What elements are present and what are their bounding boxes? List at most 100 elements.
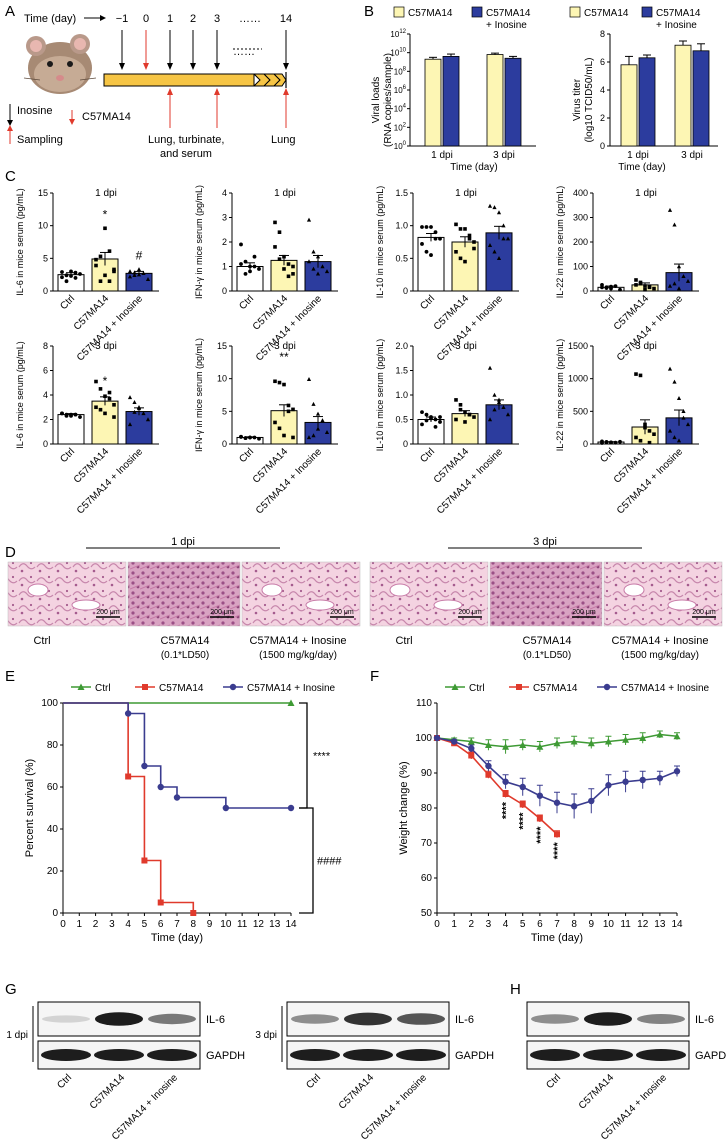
x-tick-label: Ctrl — [58, 446, 77, 465]
data-point — [112, 269, 116, 274]
y-tick-label: 1 — [222, 262, 227, 272]
x-axis-label: Time (day) — [151, 932, 203, 944]
y-tick-label: 5 — [43, 253, 48, 263]
significance-label: # — [136, 248, 143, 262]
y-tick-label: 50 — [421, 908, 433, 919]
data-point — [252, 254, 257, 259]
tissue-section — [127, 561, 241, 627]
x-tick-label: 10 — [220, 919, 232, 930]
day-label: 3 — [214, 13, 220, 25]
chart-title: 1 dpi — [455, 188, 477, 199]
marker-square — [554, 831, 560, 838]
x-tick-label: 14 — [671, 919, 683, 930]
panel-letter-f: F — [370, 668, 379, 685]
day-label: 1 dpi — [6, 1030, 28, 1041]
data-point — [613, 440, 618, 445]
data-point — [282, 267, 286, 271]
data-point — [643, 422, 647, 427]
data-point — [433, 417, 438, 422]
y-tick-label: 20 — [47, 866, 59, 877]
data-point — [107, 279, 112, 283]
data-point — [243, 436, 248, 441]
b-legend-ino-1: C57MA14 — [486, 8, 531, 19]
data-point — [467, 233, 472, 238]
x-tick-label: 6 — [537, 919, 543, 930]
x-tick-label: Ctrl — [418, 293, 437, 312]
marker-triangle — [519, 741, 527, 748]
data-point — [286, 403, 291, 408]
panel-letter-b: B — [364, 3, 374, 20]
x-tick-label: C57MA14 + Inosine — [435, 446, 505, 516]
lane-label: C57MA14 — [88, 1072, 128, 1112]
data-point — [136, 272, 142, 277]
data-point — [496, 256, 502, 261]
lane-label: Ctrl — [544, 1072, 563, 1091]
data-point — [78, 415, 82, 419]
chart-title: 3 dpi — [635, 341, 657, 352]
marker-triangle — [673, 732, 681, 740]
d-day1: 1 dpi — [171, 536, 195, 548]
day-label: 3 dpi — [255, 1030, 277, 1041]
data-point — [127, 274, 133, 279]
y-tick-label: 2 — [43, 415, 48, 425]
b-left-xlabel: Time (day) — [450, 162, 497, 173]
airway-lumen — [305, 599, 335, 611]
y-axis-label: IL-22 in mice serum (pg/mL) — [555, 339, 565, 452]
x-axis-label: Time (day) — [531, 932, 583, 944]
data-point — [638, 281, 643, 286]
panel-a: Time (day) −1 0 1 2 3 …… 14 …… Inosine C57MA14… — [7, 13, 295, 160]
data-point — [472, 240, 476, 244]
data-point — [492, 249, 497, 254]
lane-label: C57MA14 — [577, 1072, 617, 1112]
x-tick-label: 2 — [469, 919, 475, 930]
data-point — [239, 434, 243, 439]
data-point — [643, 425, 647, 430]
gapdh-band — [41, 1049, 91, 1061]
histology-image: 200 μm — [489, 561, 603, 627]
up-arrow-head — [283, 88, 289, 95]
y-tick-label: 0 — [403, 439, 408, 449]
data-point — [306, 377, 312, 382]
data-point — [492, 392, 497, 397]
bar — [485, 404, 513, 445]
marker-triangle — [604, 738, 612, 745]
panel-letter-g: G — [5, 981, 17, 998]
marker-circle — [673, 768, 681, 775]
day-label: 14 — [280, 13, 292, 25]
x-tick-label: 1 — [77, 919, 83, 930]
data-point — [652, 286, 656, 291]
histology-image: 200 μm — [369, 561, 489, 627]
data-point — [429, 416, 433, 421]
x-tick-label: Ctrl — [237, 293, 256, 312]
data-point — [501, 404, 506, 409]
scale-label: 200 μm — [692, 609, 716, 616]
data-point — [315, 271, 321, 276]
legend-label: C57MA14 + Inosine — [247, 683, 336, 694]
marker-circle — [588, 797, 595, 805]
b-right-ylabel-2: (log10 TCID50/mL) — [584, 58, 595, 143]
lane-label: Ctrl — [55, 1072, 74, 1091]
marker-circle — [536, 792, 544, 799]
panel-letter-h: H — [510, 981, 521, 998]
data-point — [433, 230, 438, 235]
data-point — [600, 285, 604, 290]
data-point — [609, 440, 613, 445]
marker-triangle — [656, 731, 664, 738]
data-point — [634, 283, 638, 287]
timeline-arrows — [119, 30, 289, 128]
marker-circle — [639, 776, 646, 784]
y-tick-label: 5 — [222, 406, 227, 416]
gapdh-band — [343, 1049, 393, 1061]
marker-circle — [622, 778, 629, 785]
marker-triangle — [639, 734, 647, 741]
x-tick-label: Ctrl — [598, 293, 617, 312]
histology-sublabel: (0.1*LD50) — [523, 650, 571, 661]
data-point — [672, 379, 677, 384]
il6-band — [291, 1014, 339, 1024]
data-point — [676, 438, 682, 443]
y-tick-label: 4 — [600, 85, 605, 95]
down-arrow-head — [119, 63, 125, 70]
histology-image: 200 μm — [603, 561, 723, 627]
x-tick-label: Ctrl — [418, 446, 437, 465]
